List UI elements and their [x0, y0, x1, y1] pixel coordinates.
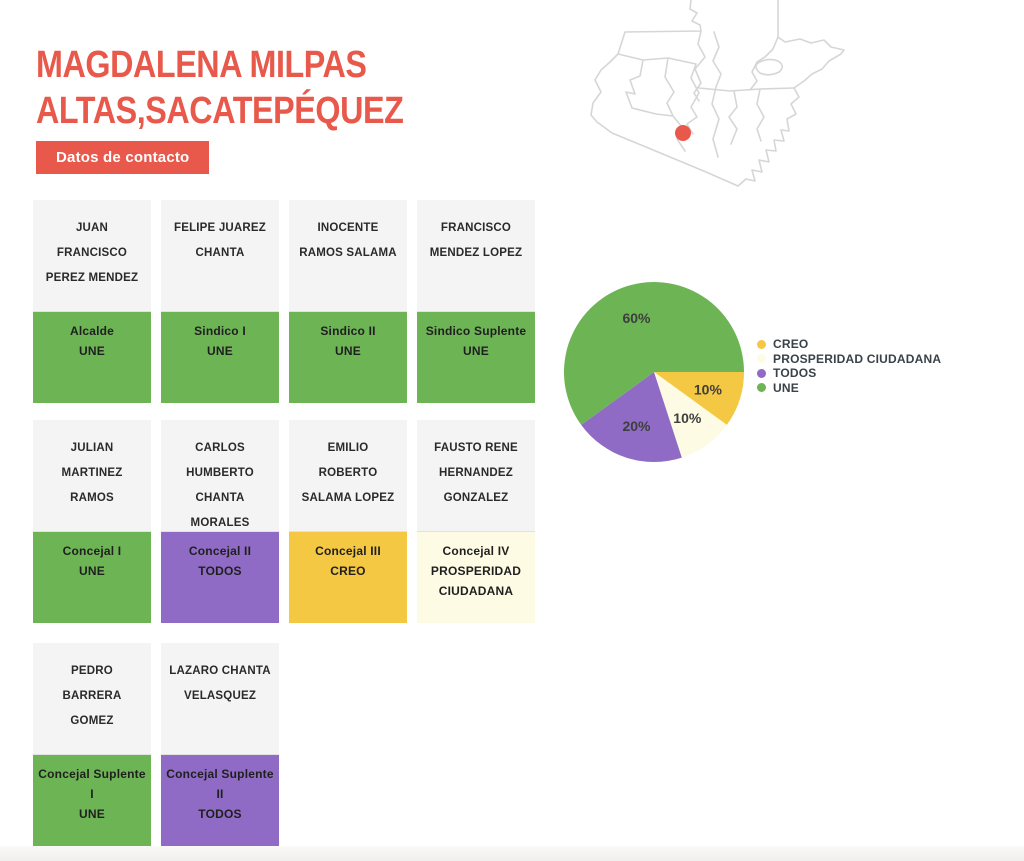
legend-label: CREO: [773, 337, 809, 352]
party-pie-chart: 10% 10% 20% 60%: [560, 278, 750, 468]
pie-percent-label: 60%: [622, 310, 651, 326]
pie-slice-une: [564, 281, 744, 425]
officials-grid: JUAN FRANCISCO PEREZ MENDEZ Alcalde UNE FEL…: [33, 200, 535, 846]
official-position: Sindico I: [194, 324, 246, 338]
official-role: Sindico II UNE: [289, 312, 407, 403]
official-role: Concejal IV PROSPERIDAD CIUDADANA: [417, 532, 535, 623]
pie-slice-prosperidad-ciudadana: [654, 372, 727, 458]
official-position: Concejal II: [188, 544, 252, 558]
official-party: UNE: [79, 344, 105, 358]
official-party: UNE: [79, 564, 105, 578]
official-card: FAUSTO RENE HERNANDEZ GONZALEZ Concejal I…: [417, 420, 535, 623]
pie-percent-label: 10%: [673, 410, 702, 426]
official-party: CREO: [330, 564, 366, 578]
official-card: JULIAN MARTINEZ RAMOS Concejal I UNE: [33, 420, 151, 623]
map-country-outline: [590, 0, 845, 187]
footer-band: [0, 846, 1024, 861]
official-name: FRANCISCO MENDEZ LOPEZ: [417, 200, 535, 312]
official-position: Concejal I: [62, 544, 122, 558]
official-party: TODOS: [198, 807, 242, 821]
official-party: UNE: [207, 344, 233, 358]
map-department-borders: [617, 30, 795, 158]
official-name: EMILIO ROBERTO SALAMA LOPEZ: [289, 420, 407, 532]
official-name: CARLOS HUMBERTO CHANTA MORALES: [161, 420, 279, 532]
official-position: Sindico II: [320, 324, 376, 338]
chart-legend: CREO PROSPERIDAD CIUDADANA TODOS UNE: [757, 337, 941, 395]
page-title: MAGDALENA MILPAS ALTAS,SACATEPÉQUEZ: [36, 44, 404, 133]
official-party: UNE: [463, 344, 489, 358]
official-position: Sindico Suplente: [425, 324, 527, 338]
official-party: TODOS: [198, 564, 242, 578]
officials-row-3: PEDRO BARRERA GOMEZ Concejal Suplente I UN…: [33, 643, 535, 846]
pie-slice-todos: [581, 372, 682, 463]
official-role: Concejal II TODOS: [161, 532, 279, 623]
official-party: UNE: [335, 344, 361, 358]
official-role: Concejal III CREO: [289, 532, 407, 623]
officials-row-1: JUAN FRANCISCO PEREZ MENDEZ Alcalde UNE FEL…: [33, 200, 535, 403]
legend-label: UNE: [773, 380, 799, 395]
official-position: Concejal Suplente I: [38, 767, 146, 801]
official-position: Concejal III: [315, 544, 381, 558]
official-card: JUAN FRANCISCO PEREZ MENDEZ Alcalde UNE: [33, 200, 151, 403]
official-role: Concejal Suplente I UNE: [33, 755, 151, 846]
official-card: EMILIO ROBERTO SALAMA LOPEZ Concejal III C…: [289, 420, 407, 623]
official-name: INOCENTE RAMOS SALAMA: [289, 200, 407, 312]
legend-label: PROSPERIDAD CIUDADANA: [773, 351, 942, 366]
pie-percent-label: 20%: [622, 418, 651, 434]
official-card: FELIPE JUAREZ CHANTA Sindico I UNE: [161, 200, 279, 403]
legend-item: CREO: [757, 337, 941, 352]
legend-item: UNE: [757, 381, 941, 396]
official-card: FRANCISCO MENDEZ LOPEZ Sindico Suplente UN…: [417, 200, 535, 403]
official-role: Concejal I UNE: [33, 532, 151, 623]
official-name: JULIAN MARTINEZ RAMOS: [33, 420, 151, 532]
official-name: LAZARO CHANTA VELASQUEZ: [161, 643, 279, 755]
official-role: Sindico Suplente UNE: [417, 312, 535, 403]
official-role: Concejal Suplente II TODOS: [161, 755, 279, 846]
legend-dot-icon: [757, 339, 766, 349]
official-party: UNE: [79, 807, 105, 821]
official-name: FELIPE JUAREZ CHANTA: [161, 200, 279, 312]
official-card: LAZARO CHANTA VELASQUEZ Concejal Suplente…: [161, 643, 279, 846]
legend-dot-icon: [757, 383, 766, 393]
pie-slice-creo: [654, 372, 744, 425]
official-role: Sindico I UNE: [161, 312, 279, 403]
official-position: Alcalde: [69, 324, 115, 338]
legend-label: TODOS: [773, 366, 817, 381]
official-position: Concejal Suplente II: [166, 767, 274, 801]
legend-item: PROSPERIDAD CIUDADANA: [757, 352, 941, 367]
legend-item: TODOS: [757, 366, 941, 381]
contact-data-button[interactable]: Datos de contacto: [36, 141, 210, 174]
official-name: JUAN FRANCISCO PEREZ MENDEZ: [33, 200, 151, 312]
location-marker-icon: [675, 125, 691, 141]
pie-chart-svg: 10% 10% 20% 60%: [564, 281, 744, 463]
official-role: Alcalde UNE: [33, 312, 151, 403]
official-card: INOCENTE RAMOS SALAMA Sindico II UNE: [289, 200, 407, 403]
legend-dot-icon: [757, 354, 766, 364]
official-name: FAUSTO RENE HERNANDEZ GONZALEZ: [417, 420, 535, 532]
officials-row-2: JULIAN MARTINEZ RAMOS Concejal I UNE CARLOS…: [33, 420, 535, 623]
legend-dot-icon: [757, 368, 766, 378]
official-card: PEDRO BARRERA GOMEZ Concejal Suplente I UN…: [33, 643, 151, 846]
guatemala-map: [588, 0, 858, 190]
official-party: PROSPERIDAD CIUDADANA: [430, 564, 522, 598]
pie-percent-label: 10%: [694, 382, 723, 398]
official-name: PEDRO BARRERA GOMEZ: [33, 643, 151, 755]
guatemala-map-svg: [590, 0, 845, 187]
official-position: Concejal IV: [442, 544, 510, 558]
official-card: CARLOS HUMBERTO CHANTA MORALES Concejal I…: [161, 420, 279, 623]
